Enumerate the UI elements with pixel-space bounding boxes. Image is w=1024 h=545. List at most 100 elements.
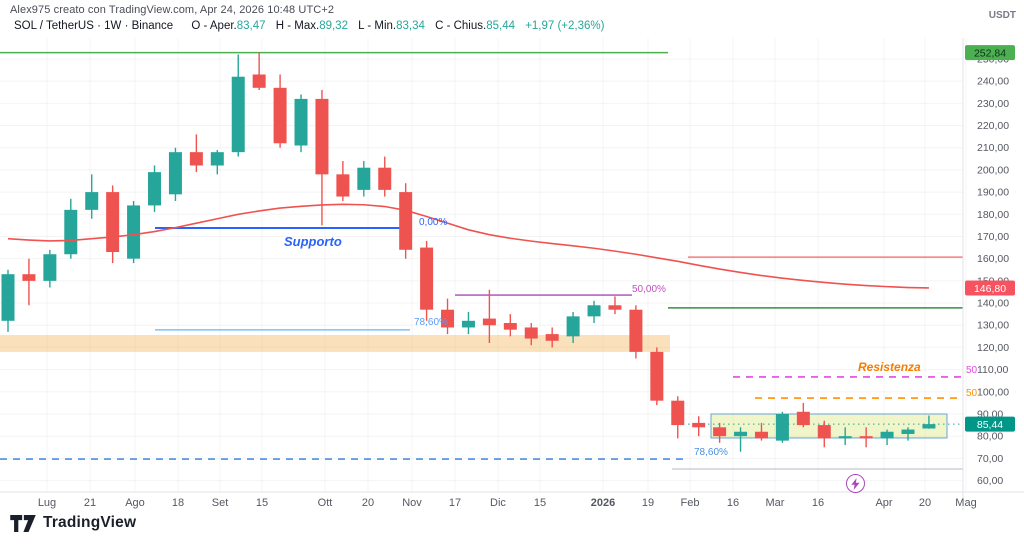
- candle: [566, 311, 580, 343]
- candle: [252, 52, 266, 91]
- time-tick-label: 18: [172, 497, 184, 509]
- candle: [650, 347, 664, 406]
- candle: [545, 327, 559, 348]
- candle: [775, 411, 789, 443]
- svg-text:252,84: 252,84: [974, 47, 1006, 59]
- annotation-50: 50: [966, 365, 978, 376]
- svg-text:146,80: 146,80: [974, 283, 1006, 295]
- time-tick-label: Dic: [490, 497, 506, 509]
- price-tick-label: 60,00: [977, 475, 1003, 487]
- candle: [106, 185, 120, 264]
- time-tick-label: 20: [919, 497, 931, 509]
- price-tick-label: 190,00: [977, 187, 1009, 199]
- time-tick-label: Mar: [766, 497, 785, 509]
- orange-demand-zone[interactable]: [0, 335, 670, 352]
- candle: [336, 161, 350, 201]
- time-tick-label: 20: [362, 497, 374, 509]
- time-axis[interactable]: Lug 21 Ago 18 Set 15 Ott 20 Nov 17 Dic 15 2026 19 Feb 1…: [38, 497, 977, 509]
- price-tick-label: 240,00: [977, 76, 1009, 88]
- time-tick-label: Lug: [38, 497, 56, 509]
- candles-layer: [1, 52, 936, 452]
- price-tick-label: 120,00: [977, 342, 1009, 354]
- annotation-resistenza: Resistenza: [858, 360, 921, 374]
- symbol-title: SOL / TetherUS · 1W · Binance: [14, 20, 174, 32]
- candle: [692, 416, 706, 437]
- price-tick-label: 80,00: [977, 431, 1003, 443]
- time-tick-label: 17: [449, 497, 461, 509]
- moving-average-line[interactable]: [7, 203, 929, 289]
- time-tick-label: Ott: [318, 497, 333, 509]
- ohlc-high-value: 89,32: [319, 20, 348, 32]
- time-tick-label: Nov: [402, 497, 422, 509]
- candle: [629, 305, 643, 359]
- candle: [441, 298, 455, 335]
- ohlc-close-label: C - Chius.: [435, 20, 487, 32]
- candle: [817, 420, 831, 448]
- candle: [231, 54, 245, 157]
- time-tick-label: 19: [642, 497, 654, 509]
- ohlc-low-value: 83,34: [396, 20, 425, 32]
- candle: [524, 323, 538, 346]
- price-badge-252-84: 252,84: [965, 45, 1015, 61]
- price-badge-85-44: 85,44: [965, 416, 1015, 432]
- price-tick-label: 140,00: [977, 298, 1009, 310]
- annotation-78-60-: 78,60%: [414, 317, 448, 328]
- candle: [587, 300, 601, 324]
- candle: [399, 183, 413, 259]
- annotation-50: 50: [966, 388, 978, 399]
- price-tick-label: 220,00: [977, 120, 1009, 132]
- quote-currency-label: USDT: [988, 10, 1016, 21]
- lightning-bolt-icon: [851, 477, 860, 490]
- candle: [43, 249, 57, 288]
- candle: [1, 269, 15, 332]
- time-tick-label: 2026: [591, 497, 615, 509]
- ohlc-open-value: 83,47: [236, 20, 266, 32]
- time-tick-label: 15: [256, 497, 268, 509]
- candle: [294, 94, 308, 153]
- candle: [482, 289, 496, 343]
- candle: [734, 427, 748, 452]
- tradingview-glyph-icon: [10, 514, 36, 532]
- tradingview-logo[interactable]: TradingView: [10, 514, 136, 532]
- candle: [148, 165, 162, 213]
- price-change: +1,97 (+2,36%): [525, 20, 605, 32]
- ohlc-low-label: L - Min.: [358, 20, 397, 32]
- candle: [838, 427, 852, 446]
- price-axis[interactable]: 60,0070,0080,0090,00100,00110,00120,0013…: [965, 45, 1015, 487]
- candle: [22, 258, 36, 306]
- time-tick-label: 15: [534, 497, 546, 509]
- time-tick-label: 16: [727, 497, 739, 509]
- price-tick-label: 170,00: [977, 231, 1009, 243]
- tradingview-logo-text: TradingView: [43, 514, 137, 531]
- candle: [671, 396, 685, 439]
- candle: [796, 402, 810, 428]
- annotation-supporto: Supporto: [284, 234, 342, 249]
- watermark-attribution: Alex975 creato con TradingView.com, Apr …: [10, 4, 335, 16]
- price-tick-label: 110,00: [977, 364, 1008, 376]
- flash-icon[interactable]: [846, 474, 865, 493]
- price-tick-label: 130,00: [977, 320, 1009, 332]
- candle: [357, 161, 371, 197]
- candle: [461, 311, 475, 335]
- price-tick-label: 100,00: [977, 386, 1009, 398]
- candle: [315, 90, 329, 226]
- candle: [880, 429, 894, 446]
- price-tick-label: 200,00: [977, 164, 1009, 176]
- candle: [210, 149, 224, 175]
- candle: [859, 427, 873, 448]
- symbol-info-bar[interactable]: SOL / TetherUS · 1W · Binance O - Aper.8…: [14, 20, 604, 32]
- price-tick-label: 180,00: [977, 209, 1009, 221]
- candle: [922, 415, 936, 429]
- time-tick-label: 16: [812, 497, 824, 509]
- candle: [168, 147, 182, 201]
- annotation-0-00-: 0,00%: [419, 217, 447, 228]
- price-tick-label: 230,00: [977, 98, 1009, 110]
- price-tick-label: 160,00: [977, 253, 1009, 265]
- price-badge-146-80: 146,80: [965, 280, 1015, 296]
- svg-text:85,44: 85,44: [977, 419, 1003, 431]
- candle: [901, 427, 915, 441]
- price-tick-label: 210,00: [977, 142, 1009, 154]
- candle: [64, 198, 78, 259]
